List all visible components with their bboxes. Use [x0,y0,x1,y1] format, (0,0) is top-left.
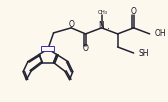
Text: SH: SH [138,49,149,58]
FancyBboxPatch shape [41,46,54,51]
Text: Abs: Abs [43,46,53,51]
Text: O: O [131,7,137,16]
Text: ·: · [107,24,110,34]
Text: N: N [98,21,104,30]
Text: CH₃: CH₃ [98,10,108,15]
Text: O: O [83,44,89,53]
Text: O: O [68,20,74,29]
Text: OH: OH [155,29,166,38]
